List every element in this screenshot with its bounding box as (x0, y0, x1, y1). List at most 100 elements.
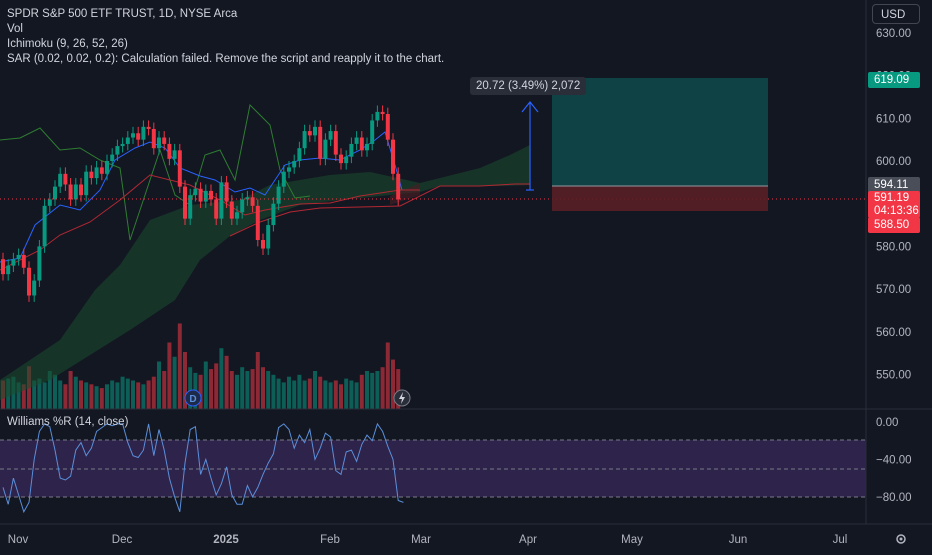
volume-bar (385, 342, 390, 409)
candle-body (131, 133, 135, 138)
candle-body (229, 201, 234, 219)
chart-legend: SPDR S&P 500 ETF TRUST, 1D, NYSE Arca Vo… (7, 7, 444, 67)
ichimoku-cloud (0, 145, 530, 400)
candle-body (89, 171, 94, 179)
dividend-marker-icon[interactable] (184, 389, 202, 407)
wr-axis[interactable]: 0.00 −40.00 −80.00 (876, 417, 912, 504)
candle-body (68, 184, 73, 200)
volume-bar (281, 382, 286, 409)
volume-bar (136, 382, 141, 409)
candle-body (167, 143, 172, 159)
candle-body (120, 143, 125, 147)
entry-price-tag: 594.11 (868, 177, 920, 193)
volume-bar (235, 374, 239, 409)
volume-legend[interactable]: Vol (7, 23, 23, 35)
position-info-label: 20.72 (3.49%) 2,072 (470, 77, 587, 95)
volume-bar (110, 380, 115, 409)
candle-body (203, 190, 208, 202)
candle-body (219, 182, 224, 219)
candle-body (328, 131, 333, 140)
volume-bar (37, 378, 42, 409)
volume-bar (47, 371, 52, 409)
volume-bar (188, 367, 193, 409)
volume-bar (229, 371, 234, 409)
candle-body (245, 197, 250, 200)
candle-body (333, 131, 338, 155)
volume-bar (125, 378, 130, 409)
time-tick-label: Mar (411, 534, 431, 546)
candle-body (240, 199, 245, 213)
volume-bar (120, 376, 125, 409)
wr-line (2, 422, 404, 514)
wr-legend[interactable]: Williams %R (14, close) (7, 416, 129, 428)
target-price-tag: 619.09 (868, 72, 920, 88)
candle-body (391, 139, 395, 174)
volume-bar (287, 376, 291, 409)
candle-body (365, 143, 369, 151)
candle-body (21, 254, 26, 268)
candle-body (359, 137, 364, 151)
currency-button[interactable]: USD (872, 4, 920, 24)
position-stop-zone[interactable] (552, 186, 768, 211)
candle-body (344, 156, 349, 164)
volume-bars (1, 323, 401, 409)
candle-body (380, 111, 385, 115)
volume-bar (365, 371, 369, 409)
candle-body (136, 133, 141, 140)
volume-bar (99, 388, 104, 409)
candle-body (292, 161, 297, 168)
volume-bar (198, 374, 203, 409)
price-tick-label: 630.00 (876, 28, 911, 40)
volume-bar (214, 363, 219, 409)
candle-body (271, 203, 276, 226)
volume-bar (375, 371, 380, 409)
volume-bar (115, 382, 120, 409)
time-axis[interactable]: Nov Dec 2025 Feb Mar Apr May Jun Jul (8, 534, 848, 546)
volume-bar (219, 348, 224, 409)
volume-bar (203, 361, 208, 409)
price-tick-label: 560.00 (876, 327, 911, 339)
candle-body (188, 195, 193, 219)
candle-body (157, 137, 161, 149)
volume-bar (32, 380, 37, 409)
symbol-title[interactable]: SPDR S&P 500 ETF TRUST, 1D, NYSE Arca (7, 8, 238, 20)
candle-body (58, 173, 63, 187)
volume-bar (255, 352, 260, 409)
volume-bar (73, 376, 78, 409)
candle-body (281, 171, 286, 187)
candle-body (354, 137, 359, 144)
candle-body (375, 111, 380, 121)
volume-bar (359, 374, 364, 409)
volume-bar (63, 384, 68, 409)
chikou-span (0, 103, 311, 241)
volume-bar (167, 342, 172, 409)
gear-icon[interactable] (896, 534, 906, 544)
wr-tick-label: −40.00 (876, 454, 912, 466)
volume-bar (131, 380, 135, 409)
candle-body (125, 137, 130, 144)
candle-body (115, 146, 120, 155)
candle-body (105, 161, 109, 174)
candle-body (79, 184, 83, 196)
candle-body (255, 205, 260, 240)
price-tick-label: 570.00 (876, 284, 911, 296)
volume-bar (157, 361, 161, 409)
volume-bar (302, 380, 307, 409)
volume-bar (58, 380, 63, 409)
candle-body (339, 154, 343, 164)
time-tick-label: Apr (519, 534, 537, 546)
volume-bar (209, 369, 213, 409)
candle-body (99, 167, 104, 174)
ichimoku-legend[interactable]: Ichimoku (9, 26, 52, 26) (7, 38, 128, 50)
candle-body (151, 128, 156, 149)
volume-bar (240, 367, 245, 409)
candle-body (47, 199, 52, 206)
volume-bar (297, 374, 302, 409)
stop-price-tag: 588.50 (868, 217, 920, 233)
sar-legend[interactable]: SAR (0.02, 0.02, 0.2): Calculation faile… (7, 53, 445, 65)
position-target-zone[interactable] (552, 78, 768, 186)
candle-body (323, 139, 328, 159)
volume-bar (266, 371, 271, 409)
